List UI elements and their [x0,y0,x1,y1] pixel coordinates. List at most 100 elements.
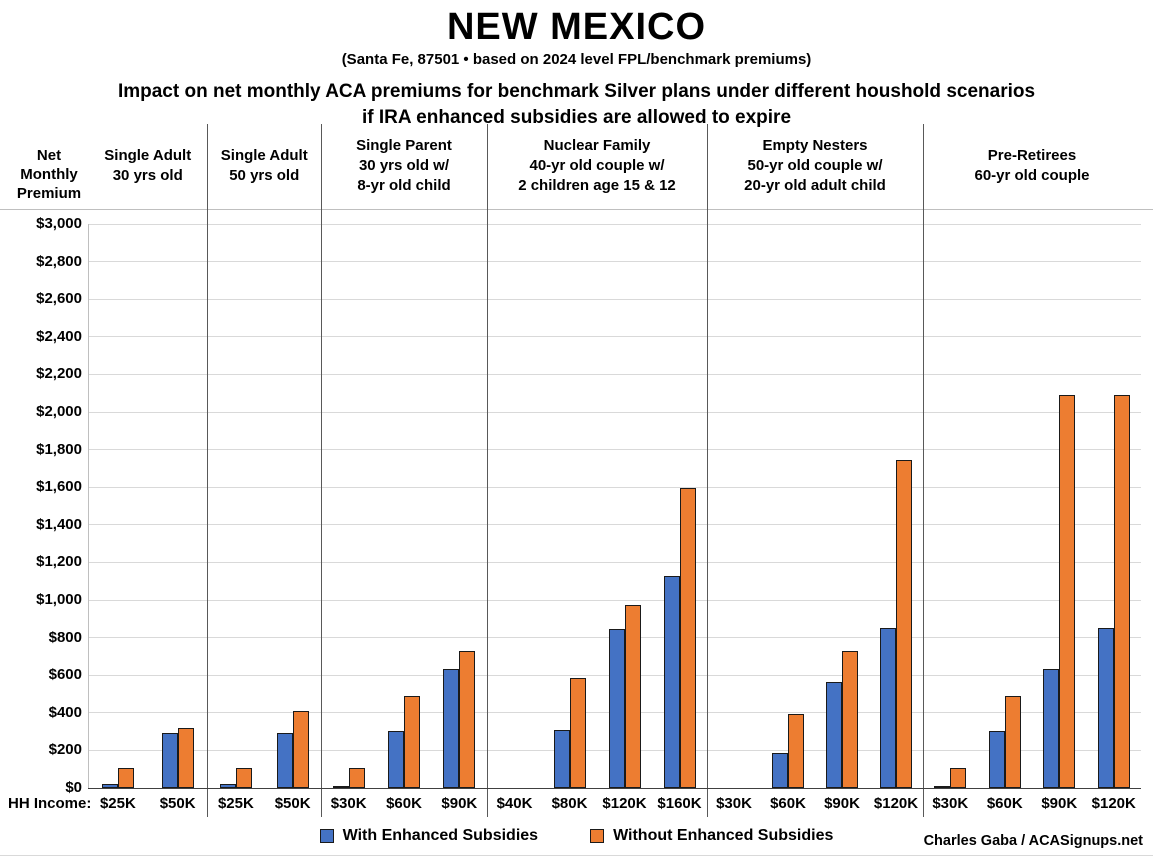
bar-with-enhanced-subsidies [826,682,842,788]
chart-title: NEW MEXICO [446,6,707,48]
group-separator [486,124,488,817]
income-label: $25K [217,795,254,812]
bar-with-enhanced-subsidies [554,730,570,788]
x-axis-line [88,787,1141,789]
gridline [88,336,1141,338]
y-tick-label: $2,400 [36,327,82,345]
gridline [88,373,1141,375]
y-tick-label: $3,000 [36,215,82,232]
bar-without-enhanced-subsidies [842,651,858,788]
group-header: Empty Nesters 50-yr old couple w/20-yr ol… [707,124,923,208]
y-axis-title-line: Premium [16,185,82,202]
bar-without-enhanced-subsidies [1059,395,1075,788]
chart-heading-line2: if IRA enhanced subsidies are allowed to… [361,107,792,128]
group-separator [207,124,208,817]
bar-without-enhanced-subsidies [293,711,309,788]
bar-with-enhanced-subsidies [609,629,625,788]
bar-with-enhanced-subsidies [772,753,788,788]
income-label: $30K [932,795,969,812]
group-header-line: 50 yrs old [229,167,300,184]
bar-with-enhanced-subsidies [388,731,404,788]
bar-without-enhanced-subsidies [404,696,420,788]
bar-with-enhanced-subsidies [443,669,459,788]
gridline [88,486,1141,488]
bar-without-enhanced-subsidies [236,768,252,788]
bar-with-enhanced-subsidies [880,628,896,788]
group-header-line: 40-yr old couple w/ [529,157,665,174]
bar-with-enhanced-subsidies [1043,669,1059,788]
group-separator [922,124,924,817]
group-header: Single Adult 50 yrs old [208,124,322,208]
income-label: $30K [716,795,752,812]
y-axis-title: Net Monthly Premium [10,146,88,203]
gridline [88,599,1141,601]
bar-without-enhanced-subsidies [788,714,804,788]
y-tick-label: $400 [48,703,82,721]
bar-without-enhanced-subsidies [118,768,134,788]
income-label: $90K [824,795,860,812]
header-band-border [0,209,1153,210]
group-header: Single Adult 30 yrs old [88,124,208,208]
bar-without-enhanced-subsidies [680,488,696,788]
group-header-line: 20-yr old adult child [744,177,886,194]
y-axis-line [87,224,89,788]
legend-item-with-enhanced: With Enhanced Subsidies [319,827,539,845]
y-tick-label: $1,600 [36,478,82,496]
hh-income-label: HH Income: [8,795,92,812]
group-header-line: Empty Nesters [762,137,868,154]
y-tick-label: $1,000 [36,591,82,608]
group-header: Single Parent 30 yrs old w/8-yr old child [321,124,487,208]
gridline [88,411,1141,413]
y-axis-title-line: Net [36,147,62,164]
bar-without-enhanced-subsidies [178,728,194,788]
income-label: $90K [441,795,478,812]
legend: With Enhanced Subsidies Without Enhanced… [0,827,1153,845]
legend-swatch-without-enhanced [590,829,605,843]
y-tick-label: $2,800 [36,252,82,270]
bar-with-enhanced-subsidies [989,731,1005,788]
bar-without-enhanced-subsidies [459,651,475,788]
gridline [88,449,1141,451]
bar-without-enhanced-subsidies [1005,696,1021,788]
y-axis-title-line: Monthly [20,166,78,183]
income-label: $120K [602,795,647,812]
y-tick-label: $0 [65,779,82,796]
income-label: $80K [551,795,588,812]
group-header: Nuclear Family 40-yr old couple w/2 child… [487,124,707,208]
chart-bottom-border [0,855,1153,856]
group-header-line: 2 children age 15 & 12 [518,177,676,194]
group-header-line: 30 yrs old w/ [358,157,450,174]
chart-heading-line1: Impact on net monthly ACA premiums for b… [117,81,1036,102]
group-header-line: 8-yr old child [357,177,451,194]
gridline [88,261,1141,263]
income-label: $60K [986,795,1023,812]
income-label: $120K [1091,795,1136,812]
credit: Charles Gaba / ACASignups.net [923,833,1143,849]
group-header-line: 30 yrs old [112,167,183,184]
bar-without-enhanced-subsidies [896,460,912,788]
y-tick-label: $200 [48,741,82,759]
legend-label-with-enhanced: With Enhanced Subsidies [342,827,539,844]
bar-without-enhanced-subsidies [349,768,365,788]
group-header-line: Single Parent [356,137,452,154]
group-separator [320,124,322,817]
gridline [88,298,1141,300]
y-tick-label: $1,200 [36,553,82,571]
income-label: $50K [274,795,311,812]
y-tick-label: $600 [48,666,82,684]
legend-item-without-enhanced: Without Enhanced Subsidies [590,827,833,845]
chart-subtitle: (Santa Fe, 87501 • based on 2024 level F… [341,51,812,68]
y-tick-label: $2,000 [36,403,82,420]
group-header-line: 60-yr old couple [974,167,1090,184]
income-label: $40K [496,795,533,812]
gridline [88,561,1141,563]
bar-with-enhanced-subsidies [277,733,293,788]
group-header-line: Pre-Retirees [987,147,1077,164]
bar-with-enhanced-subsidies [162,733,178,788]
bar-without-enhanced-subsidies [1114,395,1130,788]
bar-without-enhanced-subsidies [625,605,641,788]
group-separator [706,124,708,817]
y-tick-label: $2,600 [36,290,82,308]
group-header-line: Nuclear Family [543,137,651,154]
